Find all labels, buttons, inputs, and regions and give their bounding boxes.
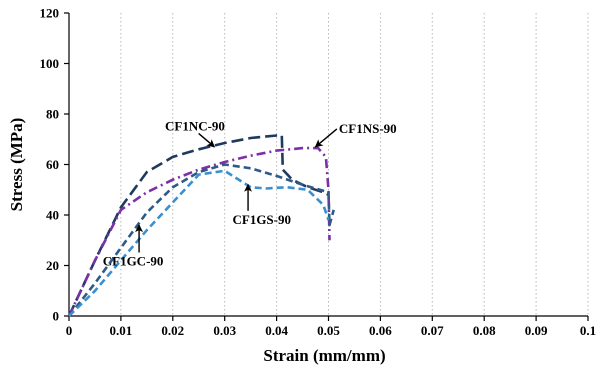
x-tick-label: 0.06 xyxy=(369,323,392,338)
x-tick-label: 0.02 xyxy=(161,323,184,338)
annotation-label-cf1gs-90: CF1GS-90 xyxy=(232,212,290,227)
grid xyxy=(120,13,589,316)
x-tick-label: 0.03 xyxy=(213,323,236,338)
x-tick-label: 0.1 xyxy=(580,323,596,338)
y-tick-label: 0 xyxy=(53,309,60,324)
y-tick-label: 40 xyxy=(46,208,59,223)
y-tick-label: 100 xyxy=(40,56,60,71)
x-tick-label: 0.04 xyxy=(265,323,288,338)
series-line-cf1gc-90 xyxy=(67,163,335,317)
series-group xyxy=(67,134,335,317)
x-axis-title: Strain (mm/mm) xyxy=(263,346,385,365)
x-tick-label: 0.09 xyxy=(525,323,548,338)
x-tick-label: 0.05 xyxy=(317,323,340,338)
annotation-label-cf1nc-90: CF1NC-90 xyxy=(165,118,225,133)
annotation-arrow xyxy=(314,128,338,148)
series-line-cf1ns-90 xyxy=(67,146,331,317)
x-tick-label: 0 xyxy=(66,323,73,338)
annotations: CF1NC-90 CF1NS-90 CF1GS-90 CF1GC-90 xyxy=(103,118,397,268)
series-line-cf1gs-90 xyxy=(68,169,330,317)
y-tick-label: 20 xyxy=(46,258,59,273)
annotation-arrow xyxy=(198,132,216,148)
y-tick-label: 80 xyxy=(46,107,59,122)
x-tick-label: 0.08 xyxy=(473,323,496,338)
y-axis-title: Stress (MPa) xyxy=(7,118,26,212)
y-tick-label: 120 xyxy=(40,6,60,21)
x-tick-label: 0.01 xyxy=(110,323,133,338)
axes: 0 20 40 60 80 100 120 0 0.01 0.02 0.03 0.04 0.05 0.06… xyxy=(40,6,597,339)
y-tick-label: 60 xyxy=(46,157,59,172)
x-tick-label: 0.07 xyxy=(421,323,444,338)
annotation-label-cf1gc-90: CF1GC-90 xyxy=(103,254,164,269)
annotation-label-cf1ns-90: CF1NS-90 xyxy=(339,121,397,136)
